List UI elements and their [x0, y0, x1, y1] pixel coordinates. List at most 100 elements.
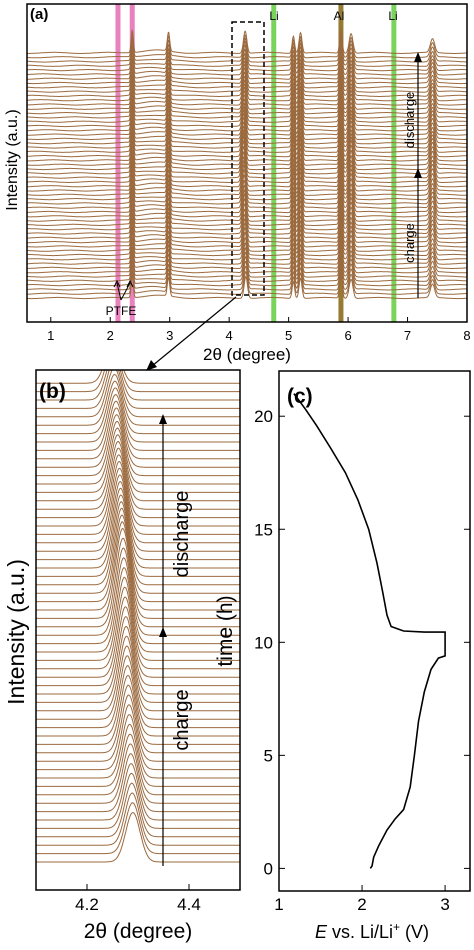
marker-line-2 [271, 4, 277, 322]
li-label-1: Li [269, 9, 278, 23]
panel-b: 4.2 4.4 (b) 2θ (degree) Intensity (a.u.) … [3, 369, 241, 943]
panel-c: 1 2 3 0 5 10 15 20 (c) time (h) E vs. Li/Li+ (… [214, 370, 471, 942]
panel-b-trace-48 [36, 400, 240, 460]
panel-b-trace-2 [36, 792, 240, 846]
zoom-pointer [151, 296, 237, 367]
panel-a-xlabel: 2θ (degree) [203, 345, 291, 364]
panel-a-trace-25 [27, 153, 467, 192]
panel-a-tick-label-5: 5 [285, 328, 292, 343]
panel-b-trace-47 [36, 407, 240, 468]
panel-a-trace-34 [27, 115, 467, 153]
panel-a-tick-label-7: 7 [404, 328, 411, 343]
panel-a-trace-56 [27, 30, 467, 59]
panel-a-arrowhead-mid [414, 168, 422, 178]
ptfe-arrowhead-right [126, 279, 134, 288]
panel-a-trace-20 [27, 178, 467, 214]
marker-line-0 [115, 4, 121, 322]
panel-b-trace-8 [36, 733, 240, 796]
panel-a-trace-32 [27, 123, 467, 162]
panel-b-trace-4 [36, 772, 240, 829]
panel-b-trace-5 [36, 763, 240, 821]
panel-b-trace-31 [36, 514, 240, 603]
panel-b-trace-49 [36, 393, 240, 451]
panel-b-trace-32 [36, 507, 240, 594]
panel-a-trace-33 [27, 119, 467, 158]
panel-a-tick-label-1: 1 [47, 328, 54, 343]
panel-c-plot [293, 393, 446, 869]
panel-c-xlabel-e: E [315, 922, 328, 942]
panel-a-trace-31 [27, 126, 467, 166]
panel-c-ytick-label-5: 5 [264, 746, 273, 765]
panel-a-trace-44 [27, 77, 467, 110]
panel-b-trace-16 [36, 655, 240, 729]
panel-b-trace-44 [36, 427, 240, 493]
panel-b-trace-39 [36, 461, 240, 535]
panel-b-trace-37 [36, 474, 240, 552]
panel-c-ytick-label-10: 10 [254, 633, 273, 652]
panel-c-ytick-label-20: 20 [254, 407, 273, 426]
panel-a-trace-41 [27, 88, 467, 123]
panel-b-trace-51 [36, 380, 240, 435]
panel-c-xtick-label-1: 1 [274, 895, 283, 914]
panel-b-trace-9 [36, 723, 240, 787]
voltage-time-curve [293, 393, 446, 869]
panel-c-ytick-label-0: 0 [264, 859, 273, 878]
panel-c-label: (c) [287, 385, 313, 408]
panel-a-discharge-label: discharge [402, 92, 417, 148]
panel-c-xlabel: E vs. Li/Li+ (V) [315, 920, 429, 942]
panel-b-arrowhead-top [159, 414, 167, 424]
panel-a-ylabel: Intensity (a.u.) [4, 109, 21, 210]
panel-b-trace-38 [36, 467, 240, 544]
panel-a-trace-39 [27, 96, 467, 132]
panel-b-trace-7 [36, 743, 240, 804]
zoom-box [231, 21, 265, 296]
panel-b-xlabel: 2θ (degree) [84, 920, 193, 943]
panel-b-frame [35, 369, 241, 891]
panel-a-trace-52 [27, 47, 467, 76]
panel-b-tick-label-4.4: 4.4 [177, 895, 201, 914]
panel-b-arrowhead-mid [159, 627, 167, 637]
panel-b-trace-57 [36, 370, 240, 384]
panel-a-tick-label-2: 2 [107, 328, 114, 343]
panel-a-trace-50 [27, 55, 467, 85]
panel-c-xlabel-unit: (V) [400, 922, 429, 942]
panel-b-trace-15 [36, 665, 240, 737]
ptfe-label: PTFE [106, 304, 137, 318]
panel-b-trace-42 [36, 440, 240, 510]
panel-b-trace-40 [36, 454, 240, 527]
panel-b-label: (b) [39, 380, 66, 403]
panel-b-trace-6 [36, 753, 240, 813]
panel-a-trace-28 [27, 138, 467, 179]
zoom-pointer-head [146, 360, 157, 371]
panel-a-traces [27, 27, 467, 300]
panel-a-trace-36 [27, 107, 467, 145]
panel-b-trace-27 [36, 547, 240, 636]
panel-c-xtick-label-3: 3 [440, 895, 449, 914]
panel-a-charge-label: charge [402, 223, 417, 263]
panel-c-xticks: 1 2 3 [274, 885, 450, 914]
panel-b-trace-1 [36, 802, 240, 855]
panel-b-trace-11 [36, 704, 240, 771]
panel-b-trace-0 [36, 811, 240, 863]
ptfe-arrowhead-left [113, 279, 121, 288]
panel-a-trace-1 [27, 268, 467, 295]
panel-a-trace-57 [27, 27, 467, 54]
panel-c-xlabel-rest: vs. Li/Li [327, 922, 393, 942]
panel-b-trace-33 [36, 501, 240, 586]
panel-a-trace-29 [27, 133, 467, 175]
panel-b-trace-18 [36, 635, 240, 712]
panel-a: 1 2 3 4 5 6 7 8 (a) 2θ (degree) Intensity (a.u.… [4, 3, 471, 371]
panel-a-arrowhead-top [414, 52, 422, 62]
panel-b-trace-19 [36, 625, 240, 703]
panel-b-trace-14 [36, 674, 240, 745]
panel-b-trace-45 [36, 421, 240, 485]
panel-c-yticks: 0 5 10 15 20 [254, 407, 470, 878]
panel-b-trace-10 [36, 714, 240, 779]
panel-c-frame [278, 370, 471, 892]
marker-line-4 [391, 4, 397, 322]
panel-b-trace-36 [36, 481, 240, 561]
panel-b-trace-21 [36, 606, 240, 687]
panel-a-trace-51 [27, 51, 467, 80]
panel-c-xtick-label-2: 2 [357, 895, 366, 914]
